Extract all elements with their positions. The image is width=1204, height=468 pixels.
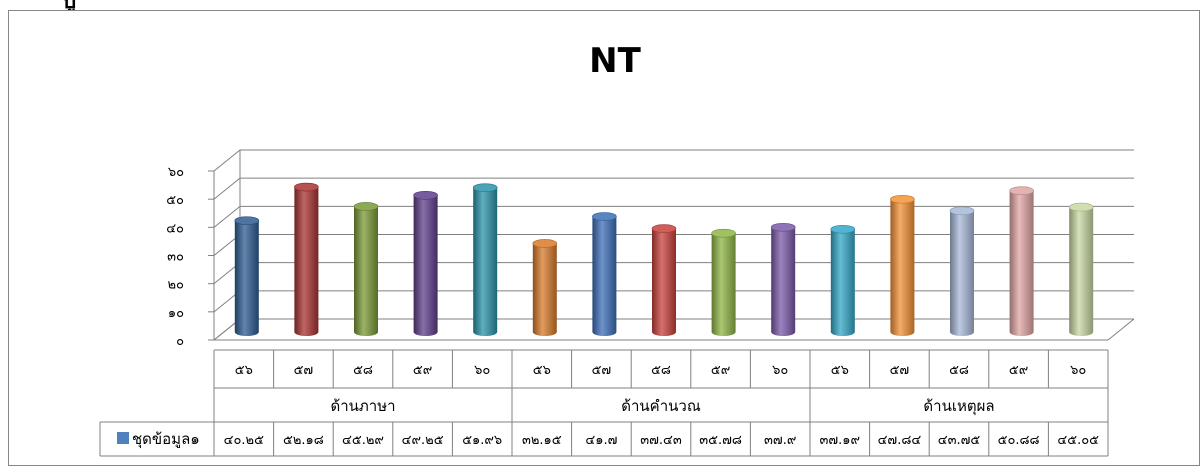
bar-body: [771, 227, 796, 336]
bar-4: [413, 190, 438, 336]
x-tick-label: ๕๖: [831, 363, 849, 378]
y-tick-label: ๓๐: [167, 250, 184, 265]
bar-body: [294, 187, 319, 336]
y-tick-label: ๒๐: [167, 278, 184, 293]
bar-top: [294, 182, 319, 192]
y-tick-label: ๔๐: [166, 221, 184, 236]
bar-body: [890, 199, 915, 336]
bar-body: [1009, 190, 1034, 336]
bars: [234, 182, 1094, 336]
bar-top: [413, 190, 438, 200]
x-tick-label: ๖๐: [772, 363, 788, 378]
x-tick-label: ๕๘: [949, 363, 969, 378]
data-label: ๔๐.๒๕: [224, 433, 264, 448]
legend-label: ชุดข้อมูล๑: [132, 430, 200, 449]
bar-top: [830, 224, 856, 234]
group-label: ด้านภาษา: [330, 397, 395, 415]
bar-8: [651, 224, 677, 336]
y-tick-label: ๑๐: [168, 306, 184, 321]
bar-top: [1009, 186, 1034, 195]
data-label: ๕๐.๘๘: [998, 433, 1040, 448]
gridlines: [213, 149, 1134, 341]
x-tick-label: ๕๖: [533, 363, 551, 378]
bar-top: [949, 206, 975, 216]
data-label: ๔๗.๘๔: [878, 433, 922, 448]
x-tick-label: ๕๗: [294, 363, 314, 378]
legend-swatch: [117, 432, 129, 444]
gridline-side: [213, 149, 241, 172]
data-label: ๔๙.๒๕: [402, 433, 444, 448]
bar-top: [651, 224, 677, 233]
bar-9: [711, 228, 736, 336]
data-label: ๔๕.๐๕: [1057, 433, 1099, 448]
x-tick-label: ๕๙: [711, 363, 730, 378]
y-tick-label: ๖๐: [168, 165, 184, 180]
data-label: ๓๗.๙: [764, 433, 796, 448]
data-label: ๓๗.๔๓: [640, 433, 682, 448]
gridline-side: [213, 177, 241, 200]
data-label: ๓๗.๑๙: [820, 433, 861, 448]
bar-top: [472, 183, 498, 192]
data-label: ๔๕.๒๙: [342, 433, 384, 448]
data-label: ๔๑.๗: [585, 433, 617, 448]
x-tick-label: ๕๙: [1009, 363, 1028, 378]
y-axis-ticks: ๐ ๑๐ ๒๐ ๓๐ ๔๐ ๕๐ ๖๐: [166, 165, 214, 349]
bar-body: [711, 233, 736, 336]
bar-top: [1068, 202, 1094, 212]
bar-body: [413, 195, 438, 336]
bar-body: [950, 210, 974, 336]
group-label: ด้านคำนวณ: [621, 397, 701, 415]
y-tick-label: ๐: [176, 334, 184, 349]
data-label: ๕๑.๙๖: [462, 433, 502, 448]
gridline-side: [213, 205, 241, 228]
x-tick-label: ๕๗: [592, 363, 612, 378]
bar-body: [652, 228, 676, 336]
x-tick-label: ๕๘: [353, 363, 373, 378]
x-tick-label: ๕๖: [235, 363, 253, 378]
bar-12: [890, 194, 915, 336]
bar-body: [1069, 207, 1094, 336]
bar-1: [234, 216, 260, 336]
bar-13: [949, 206, 975, 336]
bar-15: [1068, 202, 1094, 336]
x-tick-label: ๕๗: [890, 363, 910, 378]
y-tick-label: ๕๐: [166, 193, 184, 208]
bar-top: [592, 212, 617, 221]
x-tick-label: ๖๐: [474, 363, 490, 378]
floor-right-edge: [1107, 318, 1135, 341]
x-tick-label: ๖๐: [1070, 363, 1086, 378]
data-label: ๔๓.๗๕: [938, 433, 981, 448]
data-label: ๓๕.๗๘: [699, 433, 742, 448]
bar-body: [830, 229, 855, 336]
bar-top: [711, 228, 736, 238]
group-label: ด้านเหตุผล: [923, 397, 994, 416]
bar-body: [592, 216, 617, 336]
x-tick-label: ๕๘: [651, 363, 671, 378]
bar-body: [354, 206, 378, 336]
bar-14: [1009, 186, 1034, 336]
bar-7: [592, 212, 617, 336]
bar-top: [890, 194, 915, 204]
bar-body: [473, 187, 498, 336]
bar-10: [770, 222, 796, 336]
bar-11: [830, 224, 856, 336]
bar-top: [770, 222, 796, 232]
bar-6: [532, 239, 558, 336]
bar-top: [234, 216, 260, 225]
bar-2: [294, 182, 319, 336]
bar-body: [234, 220, 259, 336]
bar-5: [472, 183, 498, 336]
bar-3: [353, 202, 379, 336]
x-tick-label: ๕๙: [413, 363, 432, 378]
data-label: ๕๒.๑๘: [283, 433, 324, 448]
bar-body: [532, 243, 557, 336]
bar-top: [353, 202, 379, 211]
data-label: ๓๒.๑๕: [522, 433, 562, 448]
chart-title: NT: [589, 41, 641, 81]
bar-top: [532, 239, 558, 248]
